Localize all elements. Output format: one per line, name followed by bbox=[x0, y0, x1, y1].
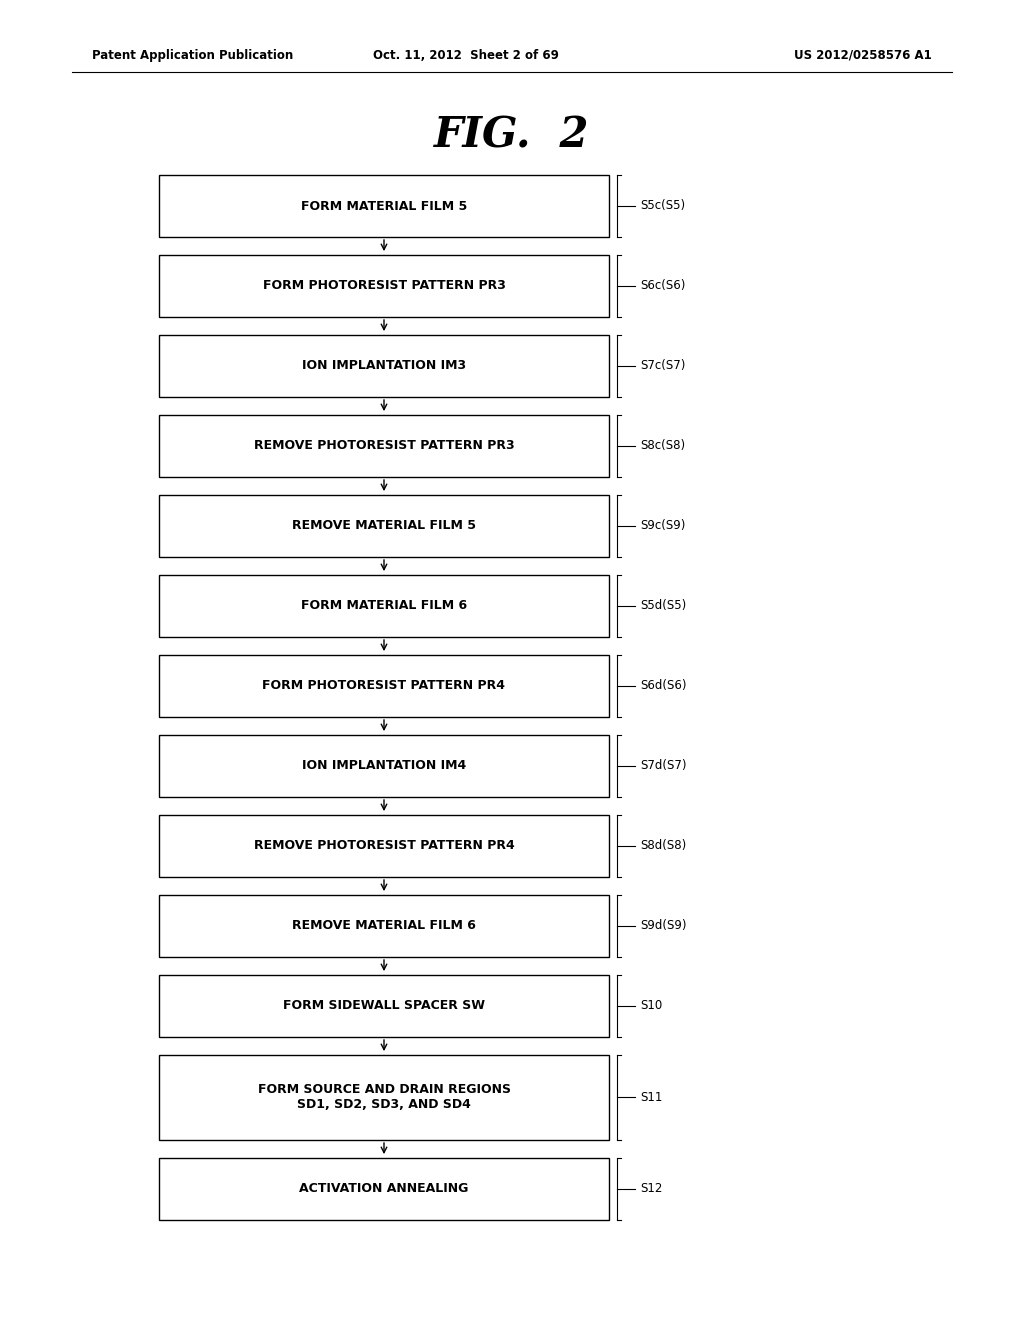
Text: US 2012/0258576 A1: US 2012/0258576 A1 bbox=[794, 49, 932, 62]
Bar bbox=[159, 655, 609, 717]
Text: FORM SIDEWALL SPACER SW: FORM SIDEWALL SPACER SW bbox=[283, 999, 485, 1012]
Bar bbox=[159, 414, 609, 477]
Text: REMOVE PHOTORESIST PATTERN PR3: REMOVE PHOTORESIST PATTERN PR3 bbox=[254, 440, 514, 453]
Text: S9d(S9): S9d(S9) bbox=[640, 920, 687, 932]
Text: FORM PHOTORESIST PATTERN PR4: FORM PHOTORESIST PATTERN PR4 bbox=[262, 680, 506, 693]
Bar bbox=[159, 1158, 609, 1220]
Text: S8c(S8): S8c(S8) bbox=[640, 440, 685, 453]
Bar bbox=[159, 335, 609, 397]
Text: S8d(S8): S8d(S8) bbox=[640, 840, 686, 853]
Text: S6d(S6): S6d(S6) bbox=[640, 680, 687, 693]
Text: REMOVE MATERIAL FILM 5: REMOVE MATERIAL FILM 5 bbox=[292, 520, 476, 532]
Text: S9c(S9): S9c(S9) bbox=[640, 520, 686, 532]
Text: Patent Application Publication: Patent Application Publication bbox=[92, 49, 294, 62]
Text: Oct. 11, 2012  Sheet 2 of 69: Oct. 11, 2012 Sheet 2 of 69 bbox=[373, 49, 559, 62]
Text: S5c(S5): S5c(S5) bbox=[640, 199, 685, 213]
Text: S10: S10 bbox=[640, 999, 663, 1012]
Bar bbox=[159, 1055, 609, 1140]
Text: FIG.  2: FIG. 2 bbox=[434, 114, 590, 156]
Bar bbox=[159, 176, 609, 238]
Text: ION IMPLANTATION IM3: ION IMPLANTATION IM3 bbox=[302, 359, 466, 372]
Bar bbox=[159, 576, 609, 638]
Bar bbox=[159, 814, 609, 876]
Text: FORM MATERIAL FILM 5: FORM MATERIAL FILM 5 bbox=[301, 199, 467, 213]
Text: S12: S12 bbox=[640, 1183, 663, 1196]
Text: S11: S11 bbox=[640, 1092, 663, 1104]
Text: FORM MATERIAL FILM 6: FORM MATERIAL FILM 6 bbox=[301, 599, 467, 612]
Text: ION IMPLANTATION IM4: ION IMPLANTATION IM4 bbox=[302, 759, 466, 772]
Text: REMOVE PHOTORESIST PATTERN PR4: REMOVE PHOTORESIST PATTERN PR4 bbox=[254, 840, 514, 853]
Text: FORM PHOTORESIST PATTERN PR3: FORM PHOTORESIST PATTERN PR3 bbox=[262, 280, 506, 293]
Bar bbox=[159, 895, 609, 957]
Bar bbox=[159, 255, 609, 317]
Bar bbox=[159, 975, 609, 1038]
Text: ACTIVATION ANNEALING: ACTIVATION ANNEALING bbox=[299, 1183, 469, 1196]
Bar bbox=[159, 495, 609, 557]
Text: REMOVE MATERIAL FILM 6: REMOVE MATERIAL FILM 6 bbox=[292, 920, 476, 932]
Text: S6c(S6): S6c(S6) bbox=[640, 280, 686, 293]
Text: FORM SOURCE AND DRAIN REGIONS
SD1, SD2, SD3, AND SD4: FORM SOURCE AND DRAIN REGIONS SD1, SD2, … bbox=[257, 1084, 511, 1111]
Text: S5d(S5): S5d(S5) bbox=[640, 599, 686, 612]
Text: S7d(S7): S7d(S7) bbox=[640, 759, 687, 772]
Bar bbox=[159, 735, 609, 797]
Text: S7c(S7): S7c(S7) bbox=[640, 359, 686, 372]
